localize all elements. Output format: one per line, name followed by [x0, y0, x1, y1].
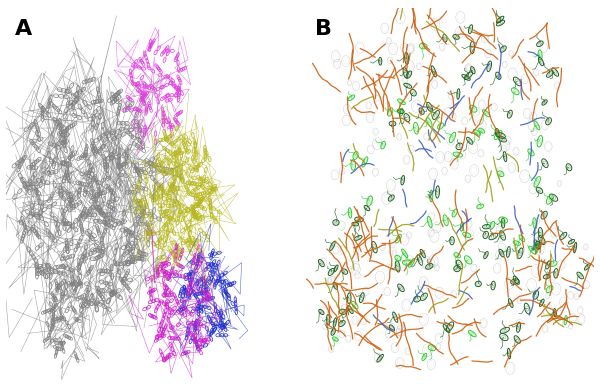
Text: A: A: [14, 19, 32, 39]
Text: B: B: [314, 19, 332, 39]
